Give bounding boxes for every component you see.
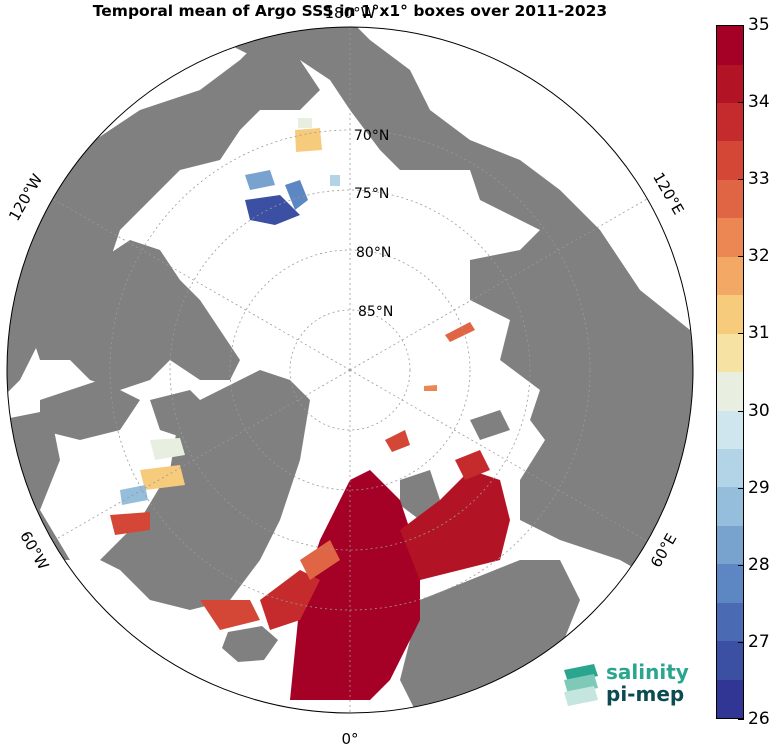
colorbar-segment	[717, 295, 743, 334]
colorbar-tick-label: 35	[748, 15, 770, 35]
lon-label-180: 180°W	[325, 4, 376, 22]
lon-label-120w: 120°W	[5, 171, 46, 224]
colorbar-tick-label: 27	[748, 631, 770, 652]
lon-label-60w: 60°W	[16, 528, 52, 573]
colorbar-tick-label: 26	[748, 709, 770, 729]
lon-label-120e: 120°E	[649, 169, 687, 217]
colorbar-tick-label: 29	[748, 477, 770, 498]
colorbar-tick-label: 28	[748, 554, 770, 575]
colorbar-segment	[717, 602, 743, 642]
colorbar-segment	[717, 64, 743, 103]
colorbar-segment	[717, 448, 743, 488]
colorbar-segment	[717, 256, 743, 296]
colorbar-tick-mark	[738, 25, 744, 26]
lat-label-75: 75°N	[354, 186, 389, 202]
colorbar-segment	[717, 218, 743, 257]
colorbar-tick-mark	[738, 179, 744, 181]
logo-mark	[564, 664, 598, 706]
salinity-pi-mep-logo: salinity pi-mep	[560, 660, 690, 708]
lon-label-60e: 60°E	[647, 530, 681, 570]
colorbar-segment	[717, 525, 743, 565]
lat-label-70: 70°N	[354, 128, 389, 144]
colorbar-tick-label: 34	[748, 92, 770, 113]
colorbar-segment	[717, 679, 743, 718]
lon-label-0: 0°	[341, 730, 358, 747]
colorbar-segment	[717, 564, 743, 603]
colorbar-segment	[717, 487, 743, 526]
graticule	[52, 27, 648, 713]
colorbar-segment	[717, 179, 743, 219]
lat-label-80: 80°N	[356, 245, 391, 261]
colorbar-segment	[717, 103, 743, 142]
map-title: Temporal mean of Argo SSS in 1°x1° boxes…	[92, 2, 608, 20]
colorbar-segment	[717, 333, 743, 373]
colorbar-tick-label: 30	[748, 400, 770, 421]
colorbar-tick-mark	[738, 641, 744, 643]
colorbar-segment	[717, 26, 743, 65]
colorbar-tick-mark	[738, 102, 744, 104]
colorbar-tick-label: 33	[748, 169, 770, 190]
colorbar-segment	[717, 641, 743, 680]
colorbar-tick-mark	[738, 564, 744, 566]
colorbar-tick-mark	[738, 487, 744, 489]
sss-cells	[110, 118, 510, 700]
lat-label-85: 85°N	[358, 304, 393, 320]
colorbar-segment	[717, 372, 743, 411]
colorbar-tick-mark	[738, 410, 744, 412]
colorbar-tick-label: 32	[748, 246, 770, 267]
colorbar	[716, 25, 744, 719]
colorbar-tick-mark	[738, 256, 744, 258]
colorbar-tick-mark	[738, 333, 744, 335]
logo-text-pi-mep: pi-mep	[606, 682, 685, 706]
colorbar-segment	[717, 141, 743, 180]
logo-text-salinity: salinity	[606, 660, 689, 684]
map-boundary	[6, 26, 694, 714]
colorbar-tick-mark	[738, 719, 744, 720]
colorbar-segment	[717, 410, 743, 449]
colorbar-tick-label: 31	[748, 323, 770, 344]
